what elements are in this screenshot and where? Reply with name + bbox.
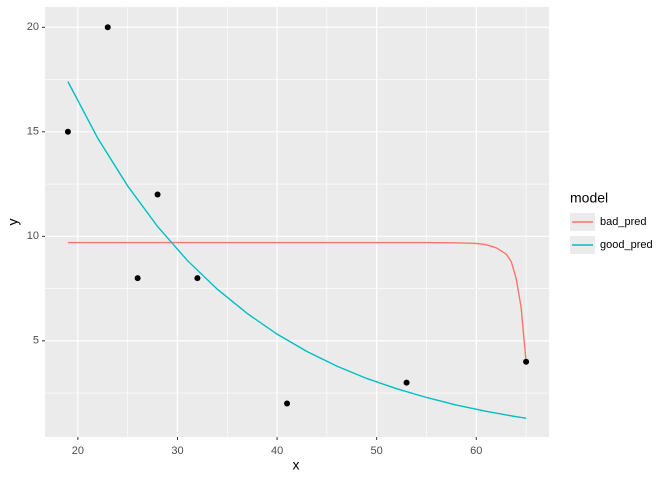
legend-label: bad_pred xyxy=(600,216,647,228)
y-axis-label: y xyxy=(5,219,21,226)
x-tick-label: 60 xyxy=(470,445,482,457)
point xyxy=(284,400,291,407)
x-tick-label: 40 xyxy=(271,445,283,457)
point xyxy=(403,379,410,386)
y-tick-label: 20 xyxy=(27,21,39,33)
marks xyxy=(64,24,530,419)
point xyxy=(134,275,141,282)
point xyxy=(154,191,161,198)
legend-title: model xyxy=(570,190,608,206)
point xyxy=(194,275,201,282)
x-tick-label: 30 xyxy=(171,445,183,457)
x-tick-label: 20 xyxy=(72,445,84,457)
point xyxy=(523,358,530,365)
y-tick-label: 5 xyxy=(33,335,39,347)
line-series xyxy=(67,241,527,362)
grid xyxy=(45,7,549,437)
legend-label: good_pred xyxy=(600,239,653,251)
x-axis-label: x xyxy=(293,457,300,473)
point xyxy=(104,24,111,31)
y-tick-label: 10 xyxy=(27,230,39,242)
legend: bad_pred good_pred xyxy=(570,213,653,254)
line-series xyxy=(67,81,527,419)
panel xyxy=(45,7,549,437)
x-tick-label: 50 xyxy=(371,445,383,457)
point xyxy=(64,128,71,135)
y-tick-label: 15 xyxy=(27,126,39,138)
